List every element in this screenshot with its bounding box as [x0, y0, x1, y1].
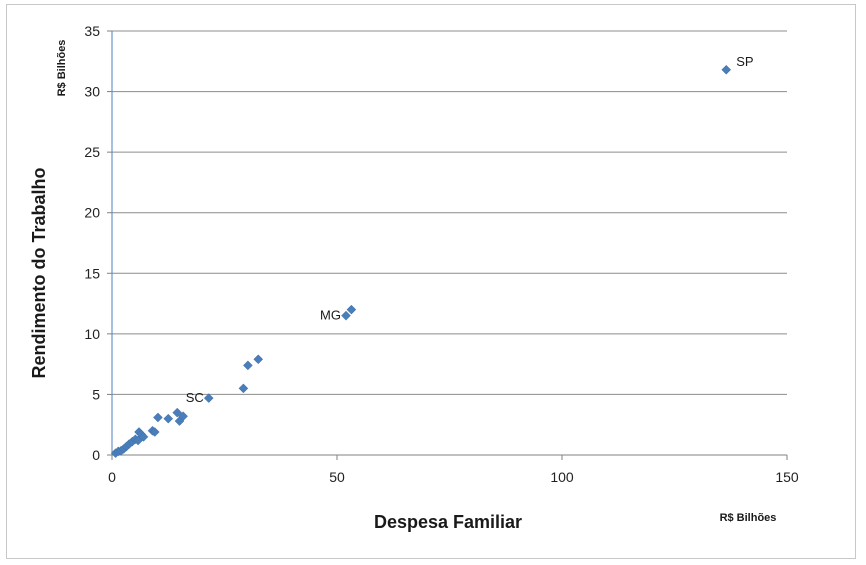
point-label-sp: SP [736, 54, 753, 69]
x-axis-title: Despesa Familiar [374, 512, 522, 532]
data-point [243, 360, 253, 371]
data-point [149, 427, 160, 437]
point-label-mg: MG [320, 308, 341, 323]
x-tick-label: 50 [329, 469, 345, 485]
x-axis-unit: R$ Bilhões [720, 512, 777, 524]
y-tick-label: 25 [84, 144, 100, 160]
y-tick-label: 10 [84, 326, 100, 342]
data-point [172, 407, 183, 418]
y-tick-label: 30 [84, 84, 100, 100]
y-tick-labels: 0 5 10 15 20 25 30 35 [84, 23, 112, 463]
y-tick-label: 15 [84, 265, 100, 281]
x-tick-labels: 0 50 100 150 [108, 455, 799, 485]
data-point [203, 393, 214, 403]
data-point [238, 383, 249, 394]
data-points [110, 64, 732, 459]
data-point [178, 411, 188, 422]
y-tick-label: 35 [84, 23, 100, 39]
x-tick-label: 100 [550, 469, 574, 485]
data-point [138, 431, 149, 442]
data-point [346, 304, 357, 315]
point-labels: SC MG SP [186, 54, 754, 405]
y-axis-unit: R$ Bilhões [56, 40, 68, 97]
y-tick-label: 5 [92, 386, 100, 402]
data-point [153, 412, 163, 423]
data-point [341, 310, 351, 321]
y-tick-label: 0 [92, 447, 100, 463]
x-tick-label: 0 [108, 469, 116, 485]
x-tick-label: 150 [775, 469, 799, 485]
point-label-sc: SC [186, 390, 204, 405]
data-point [163, 413, 174, 424]
y-tick-label: 20 [84, 205, 100, 221]
y-axis-title: Rendimento do Trabalho [29, 167, 49, 378]
data-point [253, 354, 264, 365]
chart-frame [6, 4, 856, 559]
data-point [721, 64, 732, 75]
gridlines [112, 30, 787, 395]
